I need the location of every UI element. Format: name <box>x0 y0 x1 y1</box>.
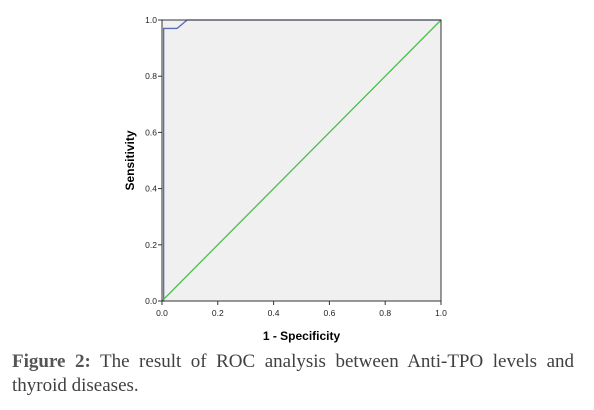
y-tick-label: 0.8 <box>145 71 157 81</box>
x-tick-label: 0.8 <box>379 308 391 318</box>
x-tick-label: 0.2 <box>212 308 224 318</box>
y-tick-label: 0.0 <box>145 296 157 306</box>
y-tick-label: 1.0 <box>145 15 157 25</box>
x-tick-label: 1.0 <box>435 308 447 318</box>
figure-caption: Figure 2: The result of ROC analysis bet… <box>12 350 574 398</box>
y-tick-label: 0.6 <box>145 127 157 137</box>
y-tick-label: 0.4 <box>145 184 157 194</box>
x-axis: 0.0 0.2 0.4 0.6 0.8 1.0 <box>156 301 447 318</box>
caption-label: Figure 2: <box>12 351 91 372</box>
x-tick-label: 0.6 <box>323 308 335 318</box>
roc-chart: 0.0 0.2 0.4 0.6 0.8 1.0 0.0 0.2 0.4 0.6 0.8 1.0 1 … <box>123 15 447 343</box>
plot-frame <box>161 19 442 302</box>
y-tick-label: 0.2 <box>145 240 157 250</box>
y-axis-title: Sensitivity <box>123 130 137 190</box>
series-line-2 <box>161 19 442 302</box>
x-axis-title: 1 - Specificity <box>263 329 341 343</box>
x-tick-label: 0.4 <box>268 308 280 318</box>
y-axis: 0.0 0.2 0.4 0.6 0.8 1.0 <box>145 15 162 306</box>
caption-text: The result of ROC analysis between Anti-… <box>12 351 574 396</box>
x-tick-label: 0.0 <box>156 308 168 318</box>
